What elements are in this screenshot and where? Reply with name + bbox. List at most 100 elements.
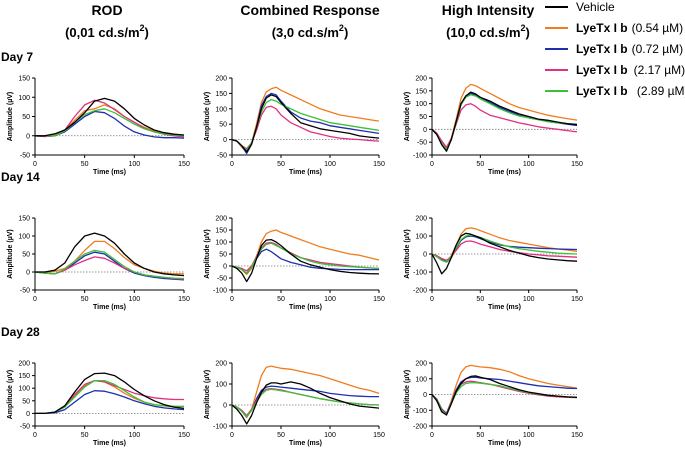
x-tick-label: 0 (33, 161, 37, 168)
y-axis-label: Amplitude (µV) (404, 92, 411, 142)
x-axis-label: Time (ms) (488, 304, 521, 311)
y-tick-label: 0 (223, 264, 227, 271)
legend-entry-lyetx-2-17: LyeTx I b (2.17 µM) (545, 63, 685, 77)
x-tick-label: 50 (476, 432, 484, 439)
y-axis-label: Amplitude (µV) (7, 229, 14, 279)
legend: Vehicle LyeTx I b (0.54 µM) LyeTx I b (0.7… (545, 0, 685, 98)
x-tick-label: 50 (81, 161, 89, 168)
y-axis-label: Amplitude (µV) (7, 370, 14, 420)
x-tick-label: 150 (178, 161, 190, 168)
x-tick-label: 50 (277, 432, 285, 439)
series-line-0 (431, 375, 578, 416)
x-tick-label: 0 (230, 432, 234, 439)
x-tick-label: 150 (373, 432, 385, 439)
x-tick-label: 50 (476, 296, 484, 303)
legend-label: LyeTx I b (0.54 µM) (576, 21, 683, 35)
y-tick-label: 100 (215, 382, 227, 389)
y-tick-label: 0 (423, 252, 427, 259)
x-axis-label: Time (ms) (488, 440, 521, 447)
y-axis-label: Amplitude (µV) (7, 92, 14, 142)
series-line-4 (35, 379, 184, 415)
x-tick-label: 150 (178, 296, 190, 303)
x-axis-label: Time (ms) (488, 169, 521, 176)
legend-label: LyeTx I b (2.17 µM) (576, 63, 685, 77)
y-tick-label: 150 (18, 76, 30, 83)
y-tick-label: 150 (18, 216, 30, 223)
x-tick-label: 0 (33, 296, 37, 303)
panel-day-14-high-intensity: -200 -100 0 100 200 0 50 100 150 Time (ms) Amplitu… (404, 216, 583, 312)
y-tick-label: 200 (415, 76, 427, 83)
x-tick-label: 100 (324, 296, 336, 303)
legend-label: Vehicle (576, 0, 615, 14)
y-tick-label: -50 (20, 288, 30, 295)
y-tick-label: 150 (18, 373, 30, 380)
x-tick-label: 50 (476, 161, 484, 168)
series-line-1 (431, 364, 578, 415)
y-tick-label: 100 (18, 386, 30, 393)
x-axis-label: Time (ms) (93, 440, 126, 447)
y-tick-label: -100 (213, 424, 227, 431)
x-tick-label: 150 (571, 161, 583, 168)
series-line-0 (231, 238, 380, 283)
x-tick-label: 50 (277, 296, 285, 303)
y-tick-label: -50 (417, 140, 427, 147)
y-tick-label: -100 (413, 408, 427, 415)
series-line-0 (231, 94, 380, 153)
column-subtitle: (0,01 cd.s/m2) (65, 23, 149, 40)
y-tick-label: -50 (217, 276, 227, 283)
x-tick-label: 150 (571, 432, 583, 439)
panel-day-28-high-intensity: -200 -100 0 100 200 0 50 100 150 Time (ms) Amplitu… (404, 361, 583, 448)
x-tick-label: 0 (430, 161, 434, 168)
column-title: High Intensity (442, 2, 535, 18)
x-tick-label: 100 (324, 161, 336, 168)
legend-entry-lyetx-0-72: LyeTx I b (0.72 µM) (545, 42, 683, 56)
x-tick-label: 150 (373, 296, 385, 303)
x-tick-label: 100 (128, 432, 140, 439)
x-tick-label: 100 (523, 296, 535, 303)
y-tick-label: 200 (215, 76, 227, 83)
series-line-3 (431, 103, 578, 148)
legend-label: LyeTx I b (0.72 µM) (576, 42, 683, 56)
x-axis-label: Time (ms) (93, 304, 126, 311)
x-tick-label: 0 (430, 296, 434, 303)
y-tick-label: 100 (215, 106, 227, 113)
x-tick-label: 50 (81, 296, 89, 303)
y-tick-label: 100 (415, 376, 427, 383)
series-line-4 (35, 108, 185, 137)
column-title: Combined Response (240, 2, 379, 18)
row-label-day-28: Day 28 (1, 325, 40, 339)
column-header-rod: ROD (0,01 cd.s/m2) (65, 2, 149, 40)
x-tick-label: 100 (128, 296, 140, 303)
x-axis-label: Time (ms) (289, 304, 322, 311)
y-tick-label: -50 (20, 153, 30, 160)
column-subtitle: (10,0 cd.s/m2) (446, 23, 530, 40)
legend-entry-lyetx-2-89: LyeTx I b (2.89 µM) (545, 84, 685, 98)
series-line-1 (431, 83, 578, 150)
x-tick-label: 100 (523, 432, 535, 439)
x-tick-label: 0 (230, 296, 234, 303)
y-axis-label: Amplitude (µV) (204, 92, 211, 142)
y-tick-label: 100 (415, 234, 427, 241)
y-tick-label: -50 (217, 153, 227, 160)
x-tick-label: 150 (178, 432, 190, 439)
y-tick-label: 200 (415, 216, 427, 223)
series-line-1 (35, 240, 184, 275)
y-axis-label: Amplitude (µV) (404, 229, 411, 279)
y-tick-label: 0 (223, 137, 227, 144)
y-axis-label: Amplitude (µV) (204, 229, 211, 279)
y-tick-label: 0 (26, 411, 30, 418)
x-tick-label: 100 (324, 432, 336, 439)
y-axis-label: Amplitude (µV) (404, 370, 411, 420)
series-line-1 (231, 229, 380, 276)
column-subtitle: (3,0 cd.s/m2) (272, 23, 349, 40)
legend-entry-lyetx-0-54: LyeTx I b (0.54 µM) (545, 21, 683, 35)
x-tick-label: 0 (33, 432, 37, 439)
panel-day-14-combined-response: -100 -50 0 50 100 150 200 0 50 100 150 Time (ms) Amp… (204, 216, 385, 312)
y-tick-label: 100 (18, 234, 30, 241)
y-tick-label: 150 (215, 228, 227, 235)
y-tick-label: 200 (415, 361, 427, 368)
